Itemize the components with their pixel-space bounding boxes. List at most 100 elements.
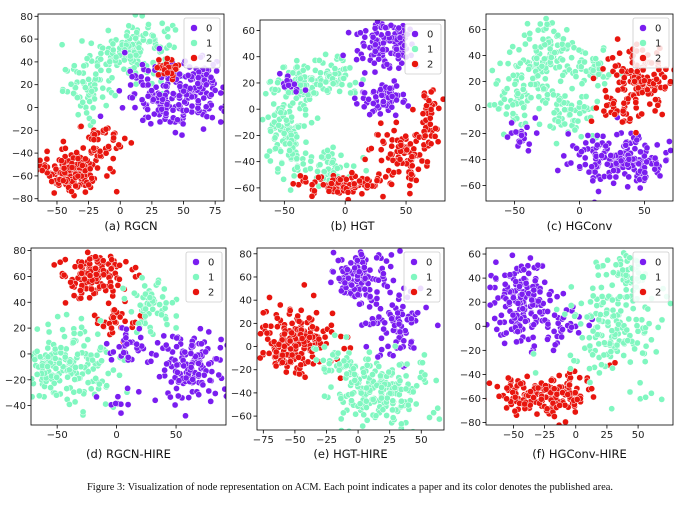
point-class-1 xyxy=(538,62,546,70)
axes-frame xyxy=(256,247,445,431)
point-class-1 xyxy=(310,89,318,97)
point-class-1 xyxy=(352,410,359,418)
point-class-0 xyxy=(492,274,500,282)
point-class-0 xyxy=(213,67,220,75)
point-class-2 xyxy=(571,408,579,416)
point-class-2 xyxy=(523,373,531,380)
point-class-0 xyxy=(373,288,381,296)
point-class-1 xyxy=(578,334,586,342)
point-class-2 xyxy=(121,317,129,325)
point-class-0 xyxy=(410,344,418,352)
point-class-1 xyxy=(162,299,170,307)
point-class-0 xyxy=(588,163,596,171)
point-class-2 xyxy=(86,165,94,173)
y-tick-label: 80 xyxy=(13,246,26,257)
point-class-2 xyxy=(113,188,121,196)
subplot-title: (f) HGConv-HIRE xyxy=(532,447,627,461)
point-class-0 xyxy=(240,94,246,100)
point-class-1 xyxy=(524,20,531,28)
point-class-2 xyxy=(377,146,385,154)
point-class-1 xyxy=(514,90,522,97)
point-class-1 xyxy=(589,327,597,335)
x-tick-label: 0 xyxy=(576,206,582,217)
x-tick-label: 50 xyxy=(415,435,428,446)
point-class-0 xyxy=(181,98,188,106)
point-class-1 xyxy=(583,313,591,321)
point-class-1 xyxy=(116,371,123,379)
point-class-2 xyxy=(619,107,627,115)
y-tick-label: 60 xyxy=(468,25,481,36)
point-class-0 xyxy=(354,256,361,264)
point-class-0 xyxy=(211,390,219,397)
point-class-2 xyxy=(38,157,44,164)
point-class-1 xyxy=(357,389,365,397)
point-class-1 xyxy=(287,186,294,194)
point-class-0 xyxy=(531,313,539,321)
point-class-1 xyxy=(172,324,180,332)
point-class-2 xyxy=(350,180,358,188)
point-class-0 xyxy=(135,388,143,396)
point-class-1 xyxy=(59,326,66,333)
point-class-0 xyxy=(148,87,155,94)
point-class-2 xyxy=(115,141,123,149)
point-class-1 xyxy=(383,412,390,419)
legend-label-0: 0 xyxy=(208,258,214,269)
point-class-0 xyxy=(139,116,147,124)
subplot-title: (c) HGConv xyxy=(547,219,613,233)
point-class-0 xyxy=(558,333,565,341)
point-class-1 xyxy=(47,384,54,391)
point-class-2 xyxy=(427,88,435,96)
point-class-0 xyxy=(207,398,215,405)
point-class-2 xyxy=(297,361,305,369)
point-class-2 xyxy=(121,135,129,142)
point-class-2 xyxy=(84,249,92,256)
point-class-2 xyxy=(562,418,569,425)
point-class-2 xyxy=(308,181,316,189)
y-tick-label: −60 xyxy=(231,412,252,423)
point-class-0 xyxy=(502,329,510,337)
point-class-0 xyxy=(622,141,630,149)
point-class-2 xyxy=(306,334,314,341)
point-class-0 xyxy=(200,125,207,133)
point-class-0 xyxy=(378,346,386,353)
point-class-1 xyxy=(559,71,567,79)
point-class-1 xyxy=(553,140,560,147)
legend-label-2: 2 xyxy=(208,288,214,299)
point-class-0 xyxy=(422,304,430,311)
point-class-0 xyxy=(338,287,345,295)
point-class-1 xyxy=(505,75,513,83)
point-class-1 xyxy=(352,79,359,86)
point-class-2 xyxy=(661,83,669,91)
point-class-1 xyxy=(163,321,171,328)
point-class-2 xyxy=(421,132,429,140)
point-class-1 xyxy=(33,325,41,333)
point-class-2 xyxy=(406,182,414,189)
point-class-1 xyxy=(329,80,337,88)
point-class-0 xyxy=(534,261,542,269)
point-class-1 xyxy=(600,351,608,359)
point-class-1 xyxy=(288,113,295,121)
point-class-1 xyxy=(138,274,146,282)
point-class-2 xyxy=(273,314,281,322)
point-class-2 xyxy=(77,294,85,302)
point-class-0 xyxy=(509,311,517,319)
point-class-1 xyxy=(346,64,354,72)
point-class-1 xyxy=(503,85,511,92)
point-class-0 xyxy=(167,378,175,386)
point-class-1 xyxy=(603,271,610,279)
point-class-0 xyxy=(175,92,183,100)
legend: 0 1 2 xyxy=(403,251,441,303)
point-class-0 xyxy=(516,138,524,146)
point-class-1 xyxy=(645,320,653,327)
point-class-0 xyxy=(348,281,356,289)
point-class-1 xyxy=(308,119,315,127)
point-class-2 xyxy=(638,110,646,118)
y-tick-label: 40 xyxy=(239,296,252,307)
point-class-0 xyxy=(501,340,508,347)
point-class-1 xyxy=(130,289,138,297)
point-class-0 xyxy=(434,322,442,329)
point-class-0 xyxy=(514,300,522,307)
point-class-2 xyxy=(132,264,139,271)
legend-marker-0 xyxy=(190,24,198,32)
legend-label-1: 1 xyxy=(426,273,432,284)
